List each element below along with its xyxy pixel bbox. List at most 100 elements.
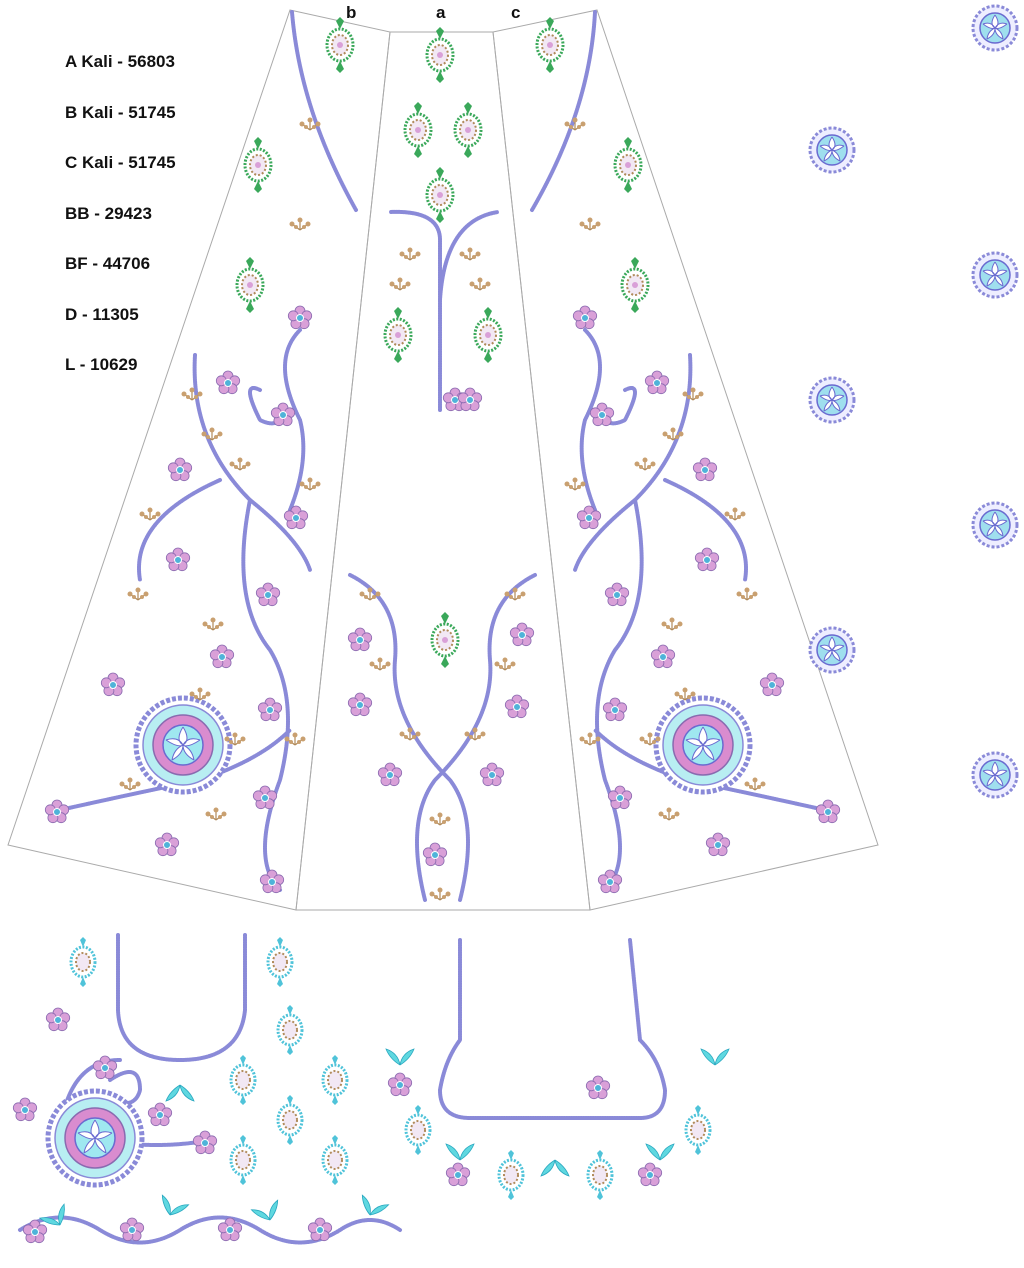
stitch-count-b-kali: B Kali - 51745 — [65, 102, 176, 122]
flower-motif — [705, 832, 731, 857]
bud-cluster — [458, 246, 482, 261]
flower-motif — [509, 622, 535, 647]
bud-cluster — [126, 586, 150, 601]
flower-motif — [22, 1219, 48, 1244]
flower-motif — [479, 762, 505, 787]
aqua-leaf — [356, 1194, 390, 1221]
flower-motif — [215, 370, 241, 395]
flower-motif — [147, 1102, 173, 1127]
blouse-medallion — [229, 1133, 257, 1187]
stitch-count-a-kali: A Kali - 56803 — [65, 52, 175, 71]
flower-motif — [572, 305, 598, 330]
rosette-motif — [808, 126, 856, 174]
aqua-leaf — [250, 1199, 284, 1226]
flower-motif — [597, 869, 623, 894]
flower-motif — [650, 644, 676, 669]
flower-motif — [644, 370, 670, 395]
flower-motif — [457, 387, 483, 412]
rosette-motif — [808, 626, 856, 674]
bud-cluster — [660, 616, 684, 631]
blouse-medallion — [321, 1133, 349, 1187]
leaf-medallion — [425, 165, 455, 225]
flower-motif — [307, 1217, 333, 1242]
blouse-medallion — [229, 1053, 257, 1107]
panel-label-a: a — [436, 3, 446, 22]
flower-motif — [445, 1162, 471, 1187]
rosette-motif — [808, 376, 856, 424]
aqua-leaf — [645, 1143, 675, 1161]
stitch-count-d: D - 11305 — [65, 304, 139, 324]
bud-cluster — [201, 616, 225, 631]
flower-motif — [167, 457, 193, 482]
flower-motif — [259, 869, 285, 894]
aqua-leaf — [540, 1159, 570, 1177]
stitch-count-bf: BF - 44706 — [65, 254, 151, 273]
aqua-leaf — [165, 1084, 195, 1102]
blouse-medallion — [276, 1093, 304, 1147]
flower-motif — [154, 832, 180, 857]
flower-motif — [44, 799, 70, 824]
leaf-medallion — [403, 100, 433, 160]
leaf-medallion — [620, 255, 650, 315]
bud-cluster — [368, 656, 392, 671]
leaf-medallion — [473, 305, 503, 365]
flower-motif — [576, 505, 602, 530]
flower-motif — [759, 672, 785, 697]
flower-motif — [283, 505, 309, 530]
bud-cluster — [428, 886, 452, 901]
flower-motif — [287, 305, 313, 330]
stitch-count-bb: BB - 29423 — [65, 203, 152, 223]
blouse-medallion — [404, 1103, 432, 1157]
flower-motif — [585, 1075, 611, 1100]
bud-cluster — [118, 776, 142, 791]
leaf-medallion — [425, 25, 455, 85]
bud-cluster — [288, 216, 312, 231]
leaf-medallion — [453, 100, 483, 160]
flower-motif — [119, 1217, 145, 1242]
bud-cluster — [633, 456, 657, 471]
bud-cluster — [563, 476, 587, 491]
panel-outlines — [7, 9, 879, 911]
large-rosette — [656, 698, 750, 792]
bud-cluster — [563, 116, 587, 131]
bud-cluster — [723, 506, 747, 521]
bud-cluster — [228, 456, 252, 471]
bud-cluster — [204, 806, 228, 821]
aqua-leaf — [156, 1194, 190, 1221]
flower-motif — [347, 627, 373, 652]
panel-label-c: c — [511, 3, 521, 22]
panel-label-b: b — [346, 3, 357, 22]
flower-motif — [602, 697, 628, 722]
bud-cluster — [428, 811, 452, 826]
leaf-medallion — [613, 135, 643, 195]
aqua-leaf — [385, 1048, 415, 1066]
bud-cluster — [180, 386, 204, 401]
flower-motif — [815, 799, 841, 824]
bud-cluster — [388, 276, 412, 291]
flower-motif — [192, 1130, 218, 1155]
blouse-medallion — [69, 935, 97, 989]
bud-cluster — [657, 806, 681, 821]
flower-motif — [270, 402, 296, 427]
panel-c-outline — [492, 9, 879, 911]
bud-cluster — [468, 276, 492, 291]
bud-cluster — [398, 246, 422, 261]
bud-cluster — [138, 506, 162, 521]
leaf-medallion — [325, 15, 355, 75]
blouse-medallion — [266, 935, 294, 989]
panel-a-outline — [295, 31, 591, 911]
bud-cluster — [735, 586, 759, 601]
flower-motif — [45, 1007, 71, 1032]
flower-motif — [165, 547, 191, 572]
blouse-medallion — [321, 1053, 349, 1107]
aqua-leaf — [445, 1143, 475, 1161]
flower-motif — [387, 1072, 413, 1097]
leaf-medallion — [535, 15, 565, 75]
flower-motif — [604, 582, 630, 607]
stitch-count-list: A Kali - 56803 B Kali - 51745 C Kali - 5… — [65, 50, 176, 404]
large-rosette — [48, 1091, 142, 1185]
flower-motif — [100, 672, 126, 697]
bud-cluster — [493, 656, 517, 671]
rosette-motif — [971, 501, 1019, 549]
